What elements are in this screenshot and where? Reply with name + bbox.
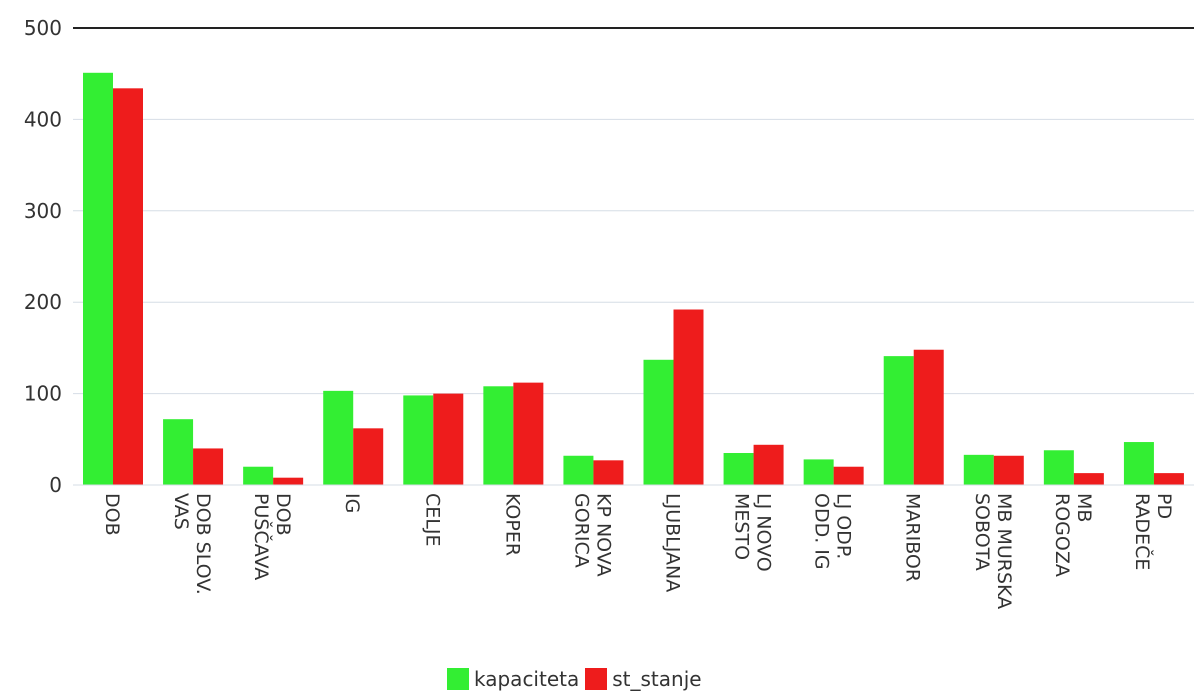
bar-kapaciteta [1043,450,1074,485]
x-tick-label-line: CELJE [421,493,443,546]
x-tick-label: MARIBOR [902,493,924,582]
legend-item-st-stanje: st_stanje [585,667,702,691]
x-tick-label-line: KOPER [501,493,523,556]
bar-kapaciteta [883,356,914,485]
bar-kapaciteta [963,454,994,485]
legend-label-kapaciteta: kapaciteta [474,667,580,691]
x-tick-label-line: LJ NOVO [753,493,775,572]
legend-swatch-st-stanje [585,668,608,690]
bar-st-stanje [433,393,464,485]
x-tick-label-line: RADEČE [1131,493,1155,570]
bar-kapaciteta [403,395,434,485]
x-tick-label-line: MB MURSKA [993,493,1015,609]
x-tick-label-line: LJ ODP. [833,493,855,559]
x-tick-label-line: LJUBLJANA [662,493,684,592]
y-tick-label: 300 [24,199,62,223]
y-tick-label: 100 [24,382,62,406]
bar-st-stanje [513,382,544,485]
bar-st-stanje [193,448,224,485]
x-tick-label-line: GORICA [570,493,592,568]
bar-kapaciteta [483,386,514,485]
bar-st-stanje [593,460,624,485]
bar-kapaciteta [163,419,194,485]
bar-kapaciteta [1123,442,1154,485]
x-tick-label-line: SOBOTA [971,493,993,571]
y-tick-label: 400 [24,107,62,131]
x-tick-label: LJ ODP.ODD. IG [811,493,855,570]
bar-kapaciteta [563,455,594,485]
x-tick-label-line: DOB [101,493,123,536]
bar-st-stanje [1073,473,1104,485]
bar-kapaciteta [723,453,754,485]
legend-label-st-stanje: st_stanje [612,667,702,691]
y-tick-label: 500 [24,16,62,40]
x-tick-label: DOB SLOV.VAS [170,493,214,595]
bar-kapaciteta [323,390,354,485]
bar-st-stanje [913,349,944,485]
legend-swatch-kapaciteta [447,668,469,690]
x-tick-label-line: IG [341,493,363,513]
bar-kapaciteta [643,359,674,485]
bar-st-stanje [1153,473,1184,485]
x-tick-label-line: ODD. IG [811,493,833,570]
bar-st-stanje [273,477,304,485]
x-tick-label-line: ROGOZA [1051,493,1073,577]
x-tick-label-line: KP NOVA [592,493,614,577]
x-tick-label-line: VAS [170,493,192,530]
y-tick-label: 200 [24,290,62,314]
x-tick-label: DOB [101,493,123,536]
x-tick-label-line: DOB SLOV. [192,493,214,595]
bar-st-stanje [753,444,784,485]
x-tick-label-line: MESTO [731,493,753,560]
bar-st-stanje [833,466,864,485]
bar-kapaciteta [83,72,113,485]
x-tick-label-line: PUŠČAVA [250,493,274,580]
bar-st-stanje [993,455,1024,485]
x-tick-label: CELJE [421,493,443,546]
y-tick-label: 0 [49,473,62,497]
bar-st-stanje [353,428,384,485]
x-tick-label-line: PD [1153,493,1175,519]
x-tick-label: IG [341,493,363,513]
legend: kapaciteta st_stanje [447,666,708,692]
legend-item-kapaciteta: kapaciteta [447,667,579,691]
bar-st-stanje [673,309,704,485]
bar-kapaciteta [243,466,274,485]
x-tick-label-line: MARIBOR [902,493,924,582]
bar-kapaciteta [803,459,834,485]
x-tick-label-line: DOB [272,493,294,536]
x-tick-label: LJUBLJANA [662,493,684,592]
x-tick-label: KOPER [501,493,523,556]
x-tick-label-line: MB [1073,493,1095,522]
bar-st-stanje [113,88,143,485]
